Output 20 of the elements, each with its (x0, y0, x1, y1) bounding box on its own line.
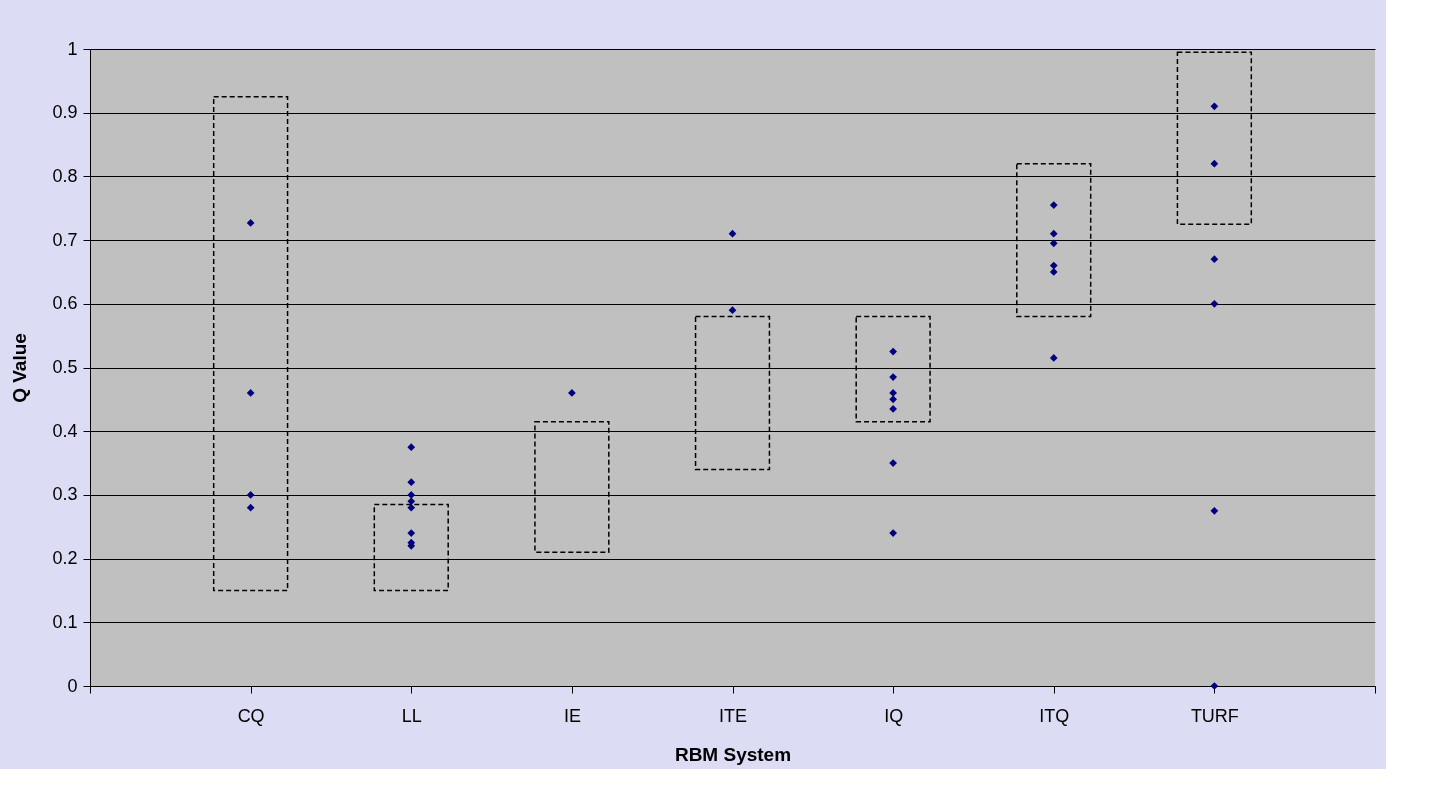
y-tick-label: 0.2 (52, 548, 78, 569)
y-tick-label: 0.4 (52, 420, 78, 441)
x-tick-label: IE (563, 705, 581, 726)
x-tick-label: IQ (884, 705, 904, 726)
y-tick-label: 0.3 (52, 484, 78, 505)
x-tick-label: CQ (237, 705, 265, 726)
x-axis-title: RBM System (674, 743, 792, 765)
y-tick-label: 0.9 (52, 102, 78, 123)
y-tick-label: 0.1 (52, 611, 78, 632)
y-tick-label: 0.7 (52, 229, 78, 250)
y-axis-title: Q Value (9, 333, 31, 403)
x-tick-label: ITQ (1039, 705, 1070, 726)
y-tick-label: 0 (67, 675, 78, 696)
y-tick-label: 0.8 (52, 165, 78, 186)
y-tick-label: 1 (67, 38, 78, 59)
x-tick-label: LL (401, 705, 422, 726)
y-tick-label: 0.6 (52, 293, 78, 314)
x-tick-label: ITE (718, 705, 748, 726)
y-tick-label: 0.5 (52, 357, 78, 377)
x-tick-label: TURF (1190, 705, 1239, 726)
